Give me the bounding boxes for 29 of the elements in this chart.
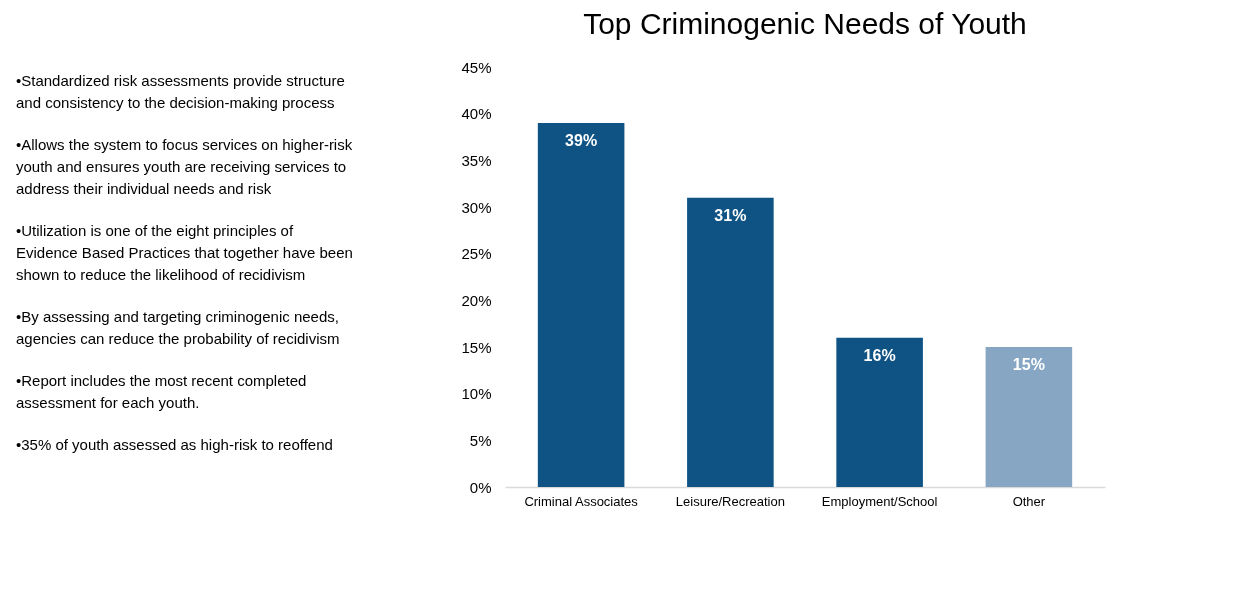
data-label: 39%: [565, 132, 598, 149]
bar: [537, 123, 625, 487]
data-label: 15%: [1012, 356, 1045, 373]
text: •35% of youth assessed as high-risk to reoffend: [16, 436, 333, 453]
x-tick-label: Other: [1012, 493, 1046, 509]
bar: [985, 347, 1073, 487]
data-label: 16%: [863, 346, 896, 364]
y-tick-label: 30%: [461, 198, 492, 216]
bar: [687, 197, 774, 487]
text: •Standardized risk assessments provide structure and consistency to the decision-making process: [16, 72, 345, 111]
text: •Allows the system to focus services on higher-risk youth and ensures youth are receiving services to address their individual needs and risk: [16, 136, 353, 197]
x-tick-label: Employment/School: [821, 493, 938, 509]
y-tick-label: 5%: [469, 431, 492, 449]
y-tick-label: 15%: [461, 338, 492, 356]
x-tick-label: Leisure/Recreation: [675, 493, 785, 509]
bar: [836, 337, 923, 487]
y-tick-label: 10%: [461, 385, 492, 403]
text: •By assessing and targeting criminogenic needs, agencies can reduce the probability of recidivism: [16, 308, 340, 347]
chart-title: Top Criminogenic Needs of Youth: [583, 7, 1027, 40]
y-tick-label: 25%: [461, 245, 492, 263]
text: •Report includes the most recent completed assessment for each youth.: [16, 372, 307, 411]
y-tick-label: 40%: [461, 105, 492, 123]
x-tick-label: Criminal Associates: [524, 493, 639, 509]
data-label: 31%: [714, 206, 747, 224]
y-tick-label: 20%: [461, 291, 492, 309]
y-tick-label: 45%: [461, 58, 492, 76]
y-tick-label: 0%: [469, 478, 492, 496]
y-tick-label: 35%: [461, 151, 492, 169]
text: •Utilization is one of the eight principles of Evidence Based Practices that together have been shown to reduce the likelihood of recidivism: [16, 222, 353, 283]
